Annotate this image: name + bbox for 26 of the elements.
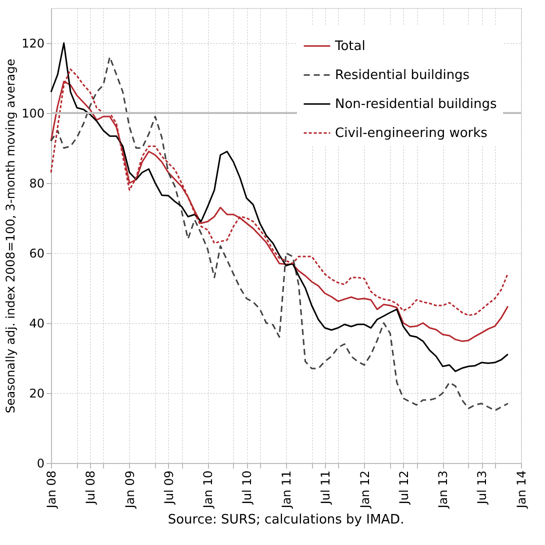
x-tick-label: Jul 12 [396, 470, 411, 506]
x-tick-label: Jan 13 [436, 470, 450, 510]
x-tick-label: Jan 11 [280, 470, 294, 510]
y-axis-title: Seasonally adj. index 2008=100, 3-month moving average [4, 58, 18, 414]
x-tick-label: Jul 09 [162, 470, 176, 506]
x-tick-label: Jul 08 [84, 470, 98, 506]
source-note: Source: SURS; calculations by IMAD. [168, 512, 404, 528]
x-tick-label: Jul 10 [240, 470, 254, 506]
legend-label: Non-residential buildings [335, 97, 498, 112]
legend-label: Total [334, 39, 366, 54]
x-tick-label: Jul 13 [475, 470, 490, 506]
y-tick-label: 120 [22, 36, 44, 50]
y-tick-label: 20 [29, 386, 44, 400]
y-tick-label: 0 [36, 456, 44, 470]
x-tick-label: Jan 08 [44, 470, 58, 510]
y-tick-label: 80 [29, 176, 44, 190]
legend-label: Residential buildings [335, 68, 470, 83]
legend-label: Civil-engineering works [335, 126, 488, 141]
x-tick-label: Jan 09 [122, 470, 137, 510]
x-tick-label: Jan 12 [358, 470, 372, 510]
y-tick-label: 60 [29, 246, 44, 260]
x-tick-label: Jul 11 [318, 470, 332, 506]
x-tick-label: Jan 10 [201, 470, 216, 510]
y-tick-label: 40 [29, 316, 44, 330]
x-tick-label: Jan 14 [514, 470, 528, 510]
y-tick-label: 100 [22, 106, 44, 120]
